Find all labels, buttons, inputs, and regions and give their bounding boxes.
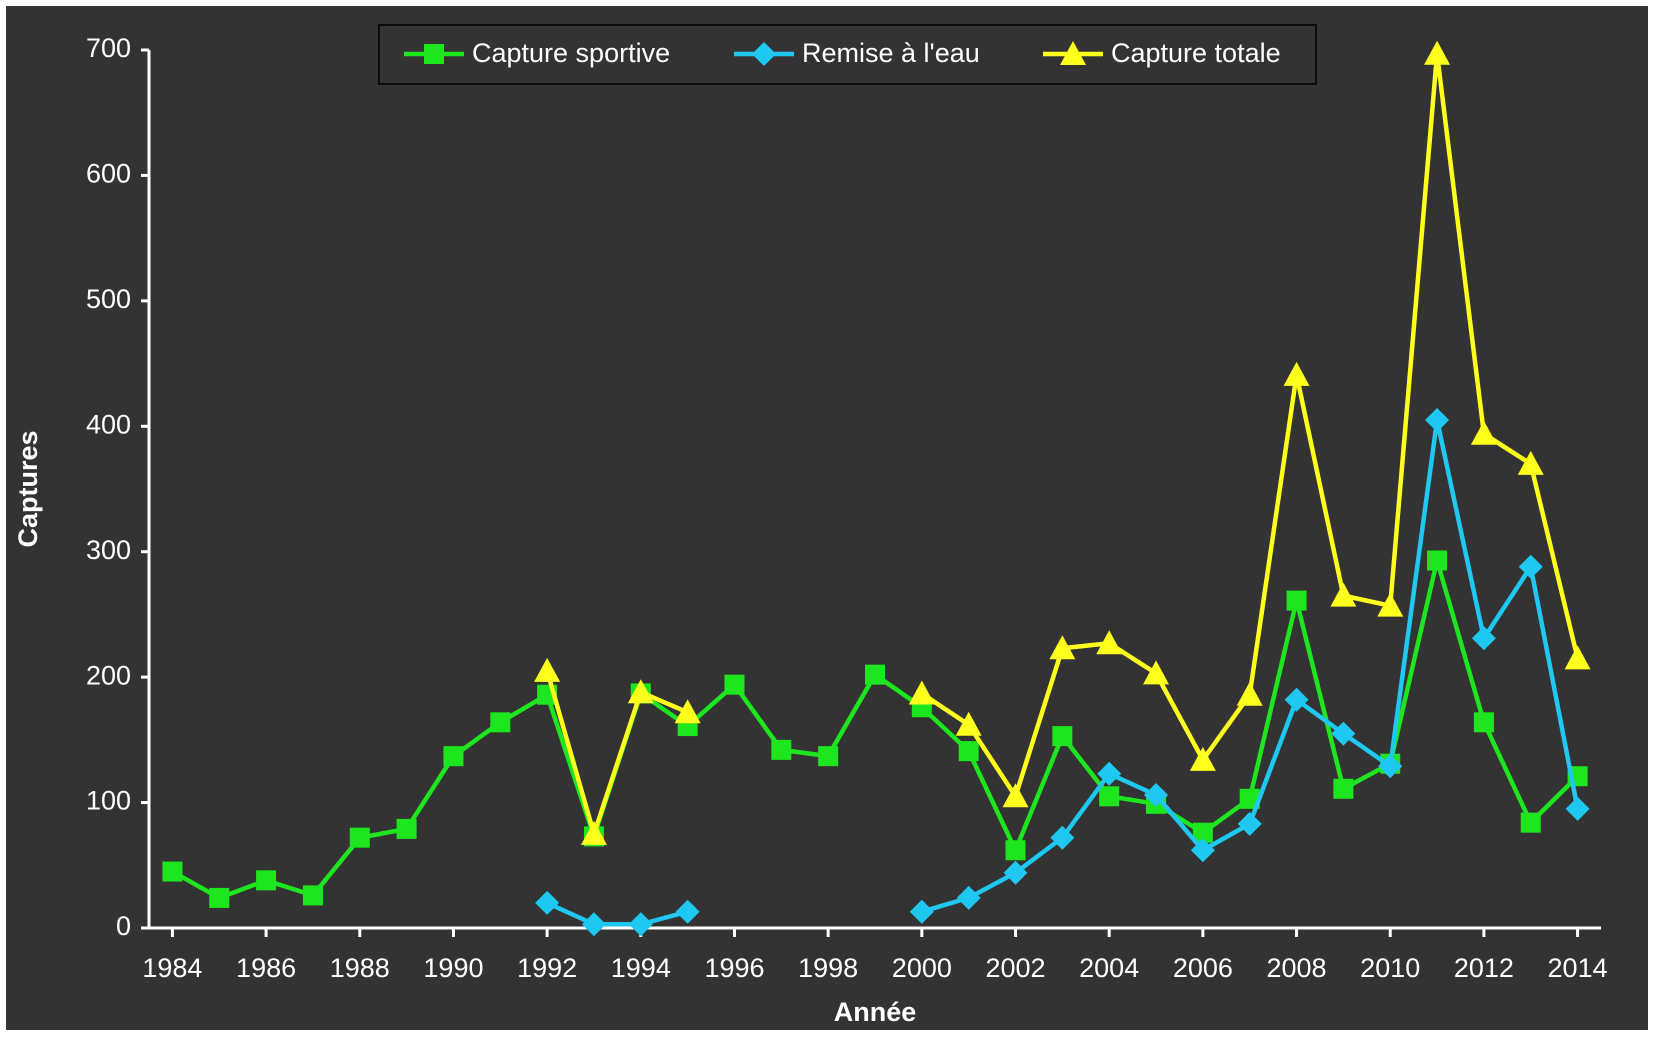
legend-label: Remise à l'eau (802, 38, 980, 68)
marker (1284, 687, 1309, 712)
marker (1003, 860, 1028, 885)
marker (535, 890, 560, 915)
marker (396, 818, 417, 839)
marker (1049, 635, 1076, 660)
marker (1096, 630, 1123, 655)
marker (1378, 754, 1403, 779)
x-tick-label: 2000 (892, 953, 952, 983)
plot-background (6, 6, 1648, 1030)
marker (349, 827, 370, 848)
marker (1564, 645, 1591, 670)
x-tick-label: 1998 (798, 953, 858, 983)
marker (675, 899, 700, 924)
x-tick-label: 2008 (1267, 953, 1327, 983)
y-axis-label: Captures (13, 430, 43, 547)
y-tick-label: 700 (86, 33, 131, 63)
marker (580, 820, 607, 845)
marker (1330, 582, 1357, 607)
marker (490, 712, 511, 733)
y-tick-label: 200 (86, 660, 131, 690)
marker (1190, 838, 1215, 863)
marker (162, 861, 183, 882)
marker (1425, 408, 1450, 433)
marker (1424, 40, 1451, 65)
marker (1470, 420, 1497, 445)
marker (1471, 626, 1496, 651)
marker (1143, 660, 1170, 685)
x-tick-label: 2012 (1454, 953, 1514, 983)
marker (1005, 840, 1026, 861)
x-tick-label: 1990 (423, 953, 483, 983)
marker (865, 664, 885, 685)
marker (1060, 41, 1086, 65)
marker (1520, 812, 1541, 833)
x-axis-label: Année (834, 997, 917, 1027)
legend (378, 24, 1317, 85)
marker (1192, 822, 1213, 843)
legend-label: Capture totale (1111, 38, 1281, 68)
marker (1565, 796, 1590, 821)
marker (1002, 783, 1029, 808)
marker (1377, 592, 1404, 617)
marker (581, 912, 606, 937)
x-tick-label: 2002 (985, 953, 1045, 983)
marker (1050, 825, 1075, 850)
marker (771, 739, 792, 760)
x-tick-label: 2006 (1173, 953, 1233, 983)
marker (958, 741, 979, 762)
marker (1473, 712, 1494, 733)
marker (302, 885, 323, 906)
marker (956, 885, 981, 910)
marker (674, 699, 701, 724)
x-tick-label: 2014 (1548, 953, 1608, 983)
marker (534, 657, 561, 682)
marker (1517, 450, 1544, 475)
y-tick-label: 600 (86, 159, 131, 189)
marker (752, 42, 776, 66)
marker (1144, 783, 1169, 808)
marker (256, 870, 277, 891)
marker (909, 899, 934, 924)
marker (1333, 778, 1354, 799)
x-tick-label: 1994 (611, 953, 671, 983)
marker (1331, 721, 1356, 746)
marker (908, 680, 935, 705)
marker (724, 674, 745, 695)
marker (1052, 726, 1073, 747)
marker (1283, 361, 1310, 386)
marker (1239, 788, 1260, 809)
x-tick-label: 1996 (704, 953, 764, 983)
marker (1189, 746, 1216, 771)
marker (628, 912, 653, 937)
marker (1237, 811, 1262, 836)
marker (955, 711, 982, 736)
x-tick-label: 1992 (517, 953, 577, 983)
x-tick-label: 1984 (142, 953, 202, 983)
y-tick-label: 100 (86, 786, 131, 816)
y-tick-label: 300 (86, 535, 131, 565)
marker (1518, 554, 1543, 579)
y-tick-label: 0 (116, 911, 131, 941)
marker (1286, 590, 1307, 611)
marker (1099, 786, 1120, 807)
marker (1427, 550, 1448, 571)
marker (818, 746, 839, 767)
x-tick-label: 1988 (330, 953, 390, 983)
x-tick-label: 1986 (236, 953, 296, 983)
y-tick-label: 400 (86, 409, 131, 439)
legend-label: Capture sportive (472, 38, 670, 68)
x-tick-label: 2010 (1360, 953, 1420, 983)
y-tick-label: 500 (86, 284, 131, 314)
marker (627, 679, 654, 704)
marker (443, 746, 464, 767)
marker (1236, 681, 1263, 706)
x-tick-label: 2004 (1079, 953, 1139, 983)
marker (209, 887, 230, 908)
marker (1097, 761, 1122, 786)
marker (424, 44, 444, 64)
